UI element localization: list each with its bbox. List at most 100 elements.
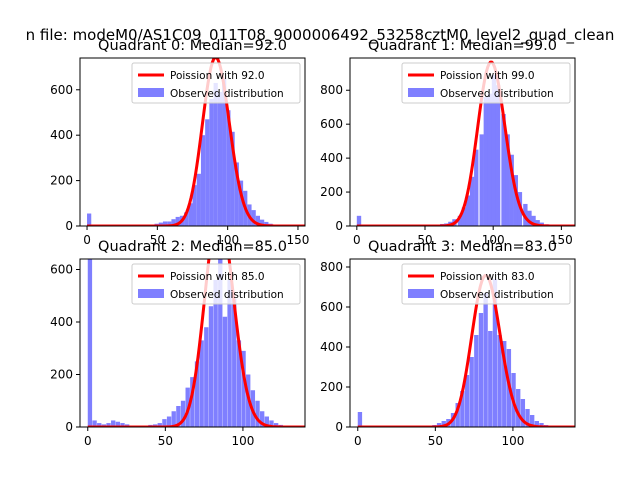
histogram-bar <box>234 162 239 226</box>
histogram-bar <box>479 134 484 226</box>
axes-frame <box>79 258 306 428</box>
histogram-bar <box>158 222 163 226</box>
histogram-bar <box>487 93 493 226</box>
y-tick-label: 0 <box>65 219 73 233</box>
legend-patch-swatch <box>408 289 434 298</box>
x-tick-label: 100 <box>231 434 254 448</box>
histogram-bar <box>436 423 442 427</box>
legend-patch-swatch <box>138 289 164 298</box>
subplot-title: Quadrant 3: Median=83.0 <box>368 239 557 255</box>
legend-entry-observed: Observed distribution <box>440 88 554 100</box>
histogram-bar <box>357 412 363 427</box>
legend-entry-poisson: Poission with 85.0 <box>170 271 265 283</box>
x-tick-label: 100 <box>216 233 239 247</box>
histogram-bar <box>501 114 506 226</box>
histogram-bar <box>513 175 518 226</box>
histogram-bar <box>213 82 218 226</box>
histogram-bar <box>217 92 223 226</box>
legend-entry-poisson: Poission with 92.0 <box>170 70 265 82</box>
subplot-3: 0 50 100 0 200 400 600 800 Quadrant 3: Median=83… <box>320 239 576 448</box>
histogram-bar <box>273 423 279 427</box>
histogram-bar <box>460 391 465 427</box>
subplot-title: Quadrant 0: Median=92.0 <box>98 38 287 54</box>
plot-area-1 <box>356 60 575 226</box>
histogram-bar <box>171 219 176 226</box>
histogram-bar <box>87 213 92 226</box>
histogram-bar <box>209 98 214 226</box>
histogram-bar <box>184 212 189 226</box>
legend-box <box>131 62 301 104</box>
poisson-curve <box>356 60 575 226</box>
histogram-bar <box>457 215 463 226</box>
legend-box <box>401 263 571 305</box>
histogram-bar <box>222 316 228 427</box>
legend: Poission with 85.0 Observed distribution <box>131 263 301 305</box>
y-tick-label: 600 <box>320 117 343 131</box>
y-tick-label: 0 <box>335 219 343 233</box>
histogram-bar <box>260 411 265 427</box>
legend-patch-swatch <box>138 88 164 97</box>
histogram-bar <box>204 327 209 427</box>
legend: Poission with 92.0 Observed distribution <box>131 62 301 104</box>
histogram-bar <box>213 280 218 427</box>
y-tick-label: 200 <box>320 380 343 394</box>
histogram-bar <box>236 340 242 427</box>
subplot-title: Quadrant 2: Median=85.0 <box>98 239 287 255</box>
histogram-bar <box>525 409 530 427</box>
x-tick-label: 150 <box>287 233 310 247</box>
histogram-bar <box>218 259 223 427</box>
y-tick-label: 800 <box>320 260 343 274</box>
histogram-bar <box>260 219 265 226</box>
histogram-bar <box>441 421 446 427</box>
histogram-bar <box>255 400 260 427</box>
legend-entry-poisson: Poission with 99.0 <box>440 70 535 82</box>
y-tick-label: 400 <box>50 128 73 142</box>
histogram-bar <box>535 220 540 226</box>
legend: Poission with 83.0 Observed distribution <box>401 263 571 305</box>
histogram-bar <box>264 221 269 226</box>
histogram-bar <box>162 419 167 427</box>
histogram-bar <box>488 331 493 427</box>
x-tick-label: 100 <box>501 434 524 448</box>
histogram-bar <box>527 210 532 226</box>
legend-box <box>131 263 301 305</box>
histogram-bar <box>505 134 510 226</box>
histogram-bar <box>205 119 210 226</box>
histogram-bar <box>264 416 269 427</box>
histogram-bar <box>474 149 479 226</box>
histogram-bar <box>516 389 521 427</box>
histogram-bar <box>167 221 172 226</box>
histogram-bar <box>222 78 227 226</box>
histogram-bar <box>190 377 195 427</box>
x-tick-label: 0 <box>353 233 361 247</box>
histogram-bar <box>238 180 244 226</box>
y-tick-label: 0 <box>65 420 73 434</box>
histogram-bar <box>483 97 488 226</box>
histogram-bar <box>192 185 197 226</box>
legend-entry-observed: Observed distribution <box>440 289 554 301</box>
histogram-bar <box>470 176 475 226</box>
histogram-bar <box>474 335 479 427</box>
histogram-bar <box>495 85 501 226</box>
histogram-bar <box>208 306 214 427</box>
legend-entry-poisson: Poission with 83.0 <box>440 271 535 283</box>
legend: Poission with 99.0 Observed distribution <box>401 62 571 104</box>
histogram-bar <box>491 74 497 226</box>
y-tick-label: 200 <box>320 185 343 199</box>
histogram-bar <box>162 221 168 226</box>
x-tick-label: 0 <box>354 434 362 448</box>
subplot-title: Quadrant 1: Median=99.0 <box>368 38 557 54</box>
x-tick-label: 50 <box>150 233 165 247</box>
y-tick-label: 200 <box>50 174 73 188</box>
histogram-bar <box>97 423 102 427</box>
x-tick-label: 50 <box>417 233 432 247</box>
x-tick-label: 50 <box>158 434 173 448</box>
x-tick-label: 50 <box>428 434 443 448</box>
histogram-bar <box>200 135 206 226</box>
axes-frame <box>79 57 306 227</box>
y-tick-label: 600 <box>50 263 73 277</box>
x-tick-label: 100 <box>482 233 505 247</box>
y-tick-label: 400 <box>320 151 343 165</box>
histogram-bar <box>196 173 201 226</box>
histogram-bar <box>509 154 514 226</box>
